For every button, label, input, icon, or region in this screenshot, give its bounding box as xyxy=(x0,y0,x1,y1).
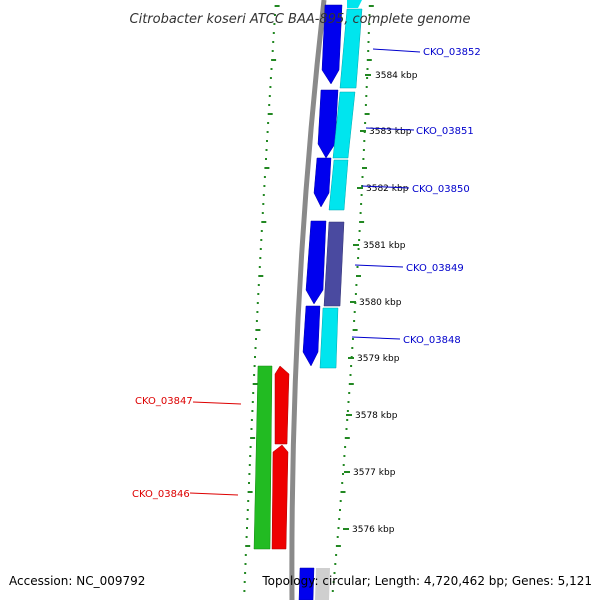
label-leader xyxy=(365,127,415,131)
cds-arrow xyxy=(298,567,315,600)
tick-label: 3584 kbp xyxy=(375,71,418,81)
tick-label: 3581 kbp xyxy=(363,241,406,251)
cds-arrow xyxy=(317,89,339,159)
gene-label[interactable]: CKO_03848 xyxy=(403,335,461,346)
tick-label: 3582 kbp xyxy=(366,184,409,194)
red-cds-arrow xyxy=(271,444,289,550)
genome-summary-text: Topology: circular; Length: 4,720,462 bp… xyxy=(261,574,592,588)
gene-labels-minus: CKO_03847 CKO_03846 xyxy=(132,396,242,500)
genome-backbone xyxy=(289,0,327,600)
cds-arrow xyxy=(313,157,332,208)
green-cds xyxy=(253,365,273,550)
tick-label: 3576 kbp xyxy=(352,525,395,535)
cds-box xyxy=(323,221,345,307)
cds-arrow-top xyxy=(347,0,362,8)
label-leader xyxy=(189,492,239,496)
cds-box xyxy=(328,159,349,211)
minus-strand-cds xyxy=(253,365,290,550)
cds-column-2 xyxy=(315,0,363,600)
cds-arrow xyxy=(321,4,343,85)
gene-label[interactable]: CKO_03846 xyxy=(132,489,190,500)
label-leader xyxy=(192,401,242,405)
cds-box xyxy=(319,307,339,369)
gene-label[interactable]: CKO_03852 xyxy=(423,47,481,58)
red-cds-arrow xyxy=(274,365,290,445)
label-leader xyxy=(354,264,404,268)
gene-label[interactable]: CKO_03850 xyxy=(412,184,470,195)
gene-label[interactable]: CKO_03849 xyxy=(406,263,464,274)
tick-label: 3580 kbp xyxy=(359,298,402,308)
tick-label: 3583 kbp xyxy=(369,127,412,137)
tick-label: 3579 kbp xyxy=(357,354,400,364)
gene-label[interactable]: CKO_03851 xyxy=(416,126,474,137)
dot-track-left xyxy=(243,5,280,592)
cds-box xyxy=(332,91,356,159)
map-title: Citrobacter koseri ATCC BAA-895, complet… xyxy=(130,12,471,27)
dot-track-right xyxy=(331,5,374,592)
label-leader xyxy=(351,336,401,340)
gene-label[interactable]: CKO_03847 xyxy=(135,396,193,407)
cds-box xyxy=(339,8,363,89)
cds-arrow xyxy=(302,305,321,367)
gene-labels-plus: CKO_03852 CKO_03851 CKO_03850 CKO_03849 … xyxy=(351,47,481,346)
cds-box xyxy=(315,568,330,600)
forward-cds-column xyxy=(298,4,343,600)
cds-arrow xyxy=(305,220,327,305)
scale-ticks: 3584 kbp 3583 kbp 3582 kbp 3581 kbp 3580… xyxy=(343,71,418,535)
tick-label: 3578 kbp xyxy=(355,411,398,421)
label-leader xyxy=(372,48,421,53)
label-leader xyxy=(361,185,410,189)
accession-text: Accession: NC_009792 xyxy=(9,574,145,588)
tick-label: 3577 kbp xyxy=(353,468,396,478)
